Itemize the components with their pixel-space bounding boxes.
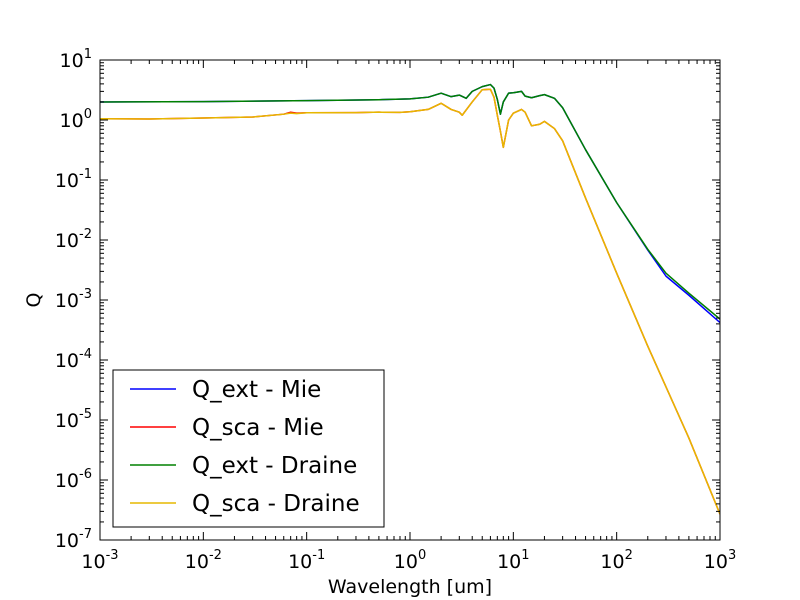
- legend: Q_ext - Mie Q_sca - Mie Q_ext - Draine Q_sc…: [112, 369, 385, 528]
- series-line-2: [100, 83, 720, 320]
- legend-label: Q_ext - Draine: [192, 453, 357, 479]
- x-tick-label: 102: [600, 548, 632, 573]
- plot-frame: [99, 59, 721, 541]
- y-tick-label: 10-1: [55, 167, 92, 192]
- legend-label: Q_ext - Mie: [192, 377, 321, 403]
- ticks-layer: 10-3 10-2 10-1 100 101 102 103 10-7 10-6 10-5 10-4…: [55, 47, 736, 573]
- y-axis-label: Q: [23, 293, 45, 308]
- y-tick-label: 10-5: [55, 407, 92, 432]
- x-tick-label: 101: [497, 548, 529, 573]
- y-tick-label: 100: [60, 107, 92, 132]
- x-tick-label: 100: [394, 548, 426, 573]
- y-tick-label: 101: [60, 47, 92, 72]
- y-tick-label: 10-7: [55, 527, 92, 552]
- x-axis-label: Wavelength [um]: [328, 576, 492, 598]
- y-tick-label: 10-6: [55, 467, 92, 492]
- y-tick-label: 10-4: [55, 347, 92, 372]
- x-tick-label: 10-2: [185, 548, 222, 573]
- legend-label: Q_sca - Draine: [192, 491, 360, 517]
- x-tick-label: 103: [704, 548, 736, 573]
- legend-label: Q_sca - Mie: [192, 415, 324, 441]
- x-tick-label: 10-3: [81, 548, 118, 573]
- series-line-3: [100, 88, 720, 515]
- y-tick-label: 10-2: [55, 227, 92, 252]
- y-tick-label: 10-3: [55, 287, 92, 312]
- legend-box: [112, 369, 385, 528]
- x-tick-label: 10-1: [288, 548, 325, 573]
- series-layer: [100, 83, 720, 515]
